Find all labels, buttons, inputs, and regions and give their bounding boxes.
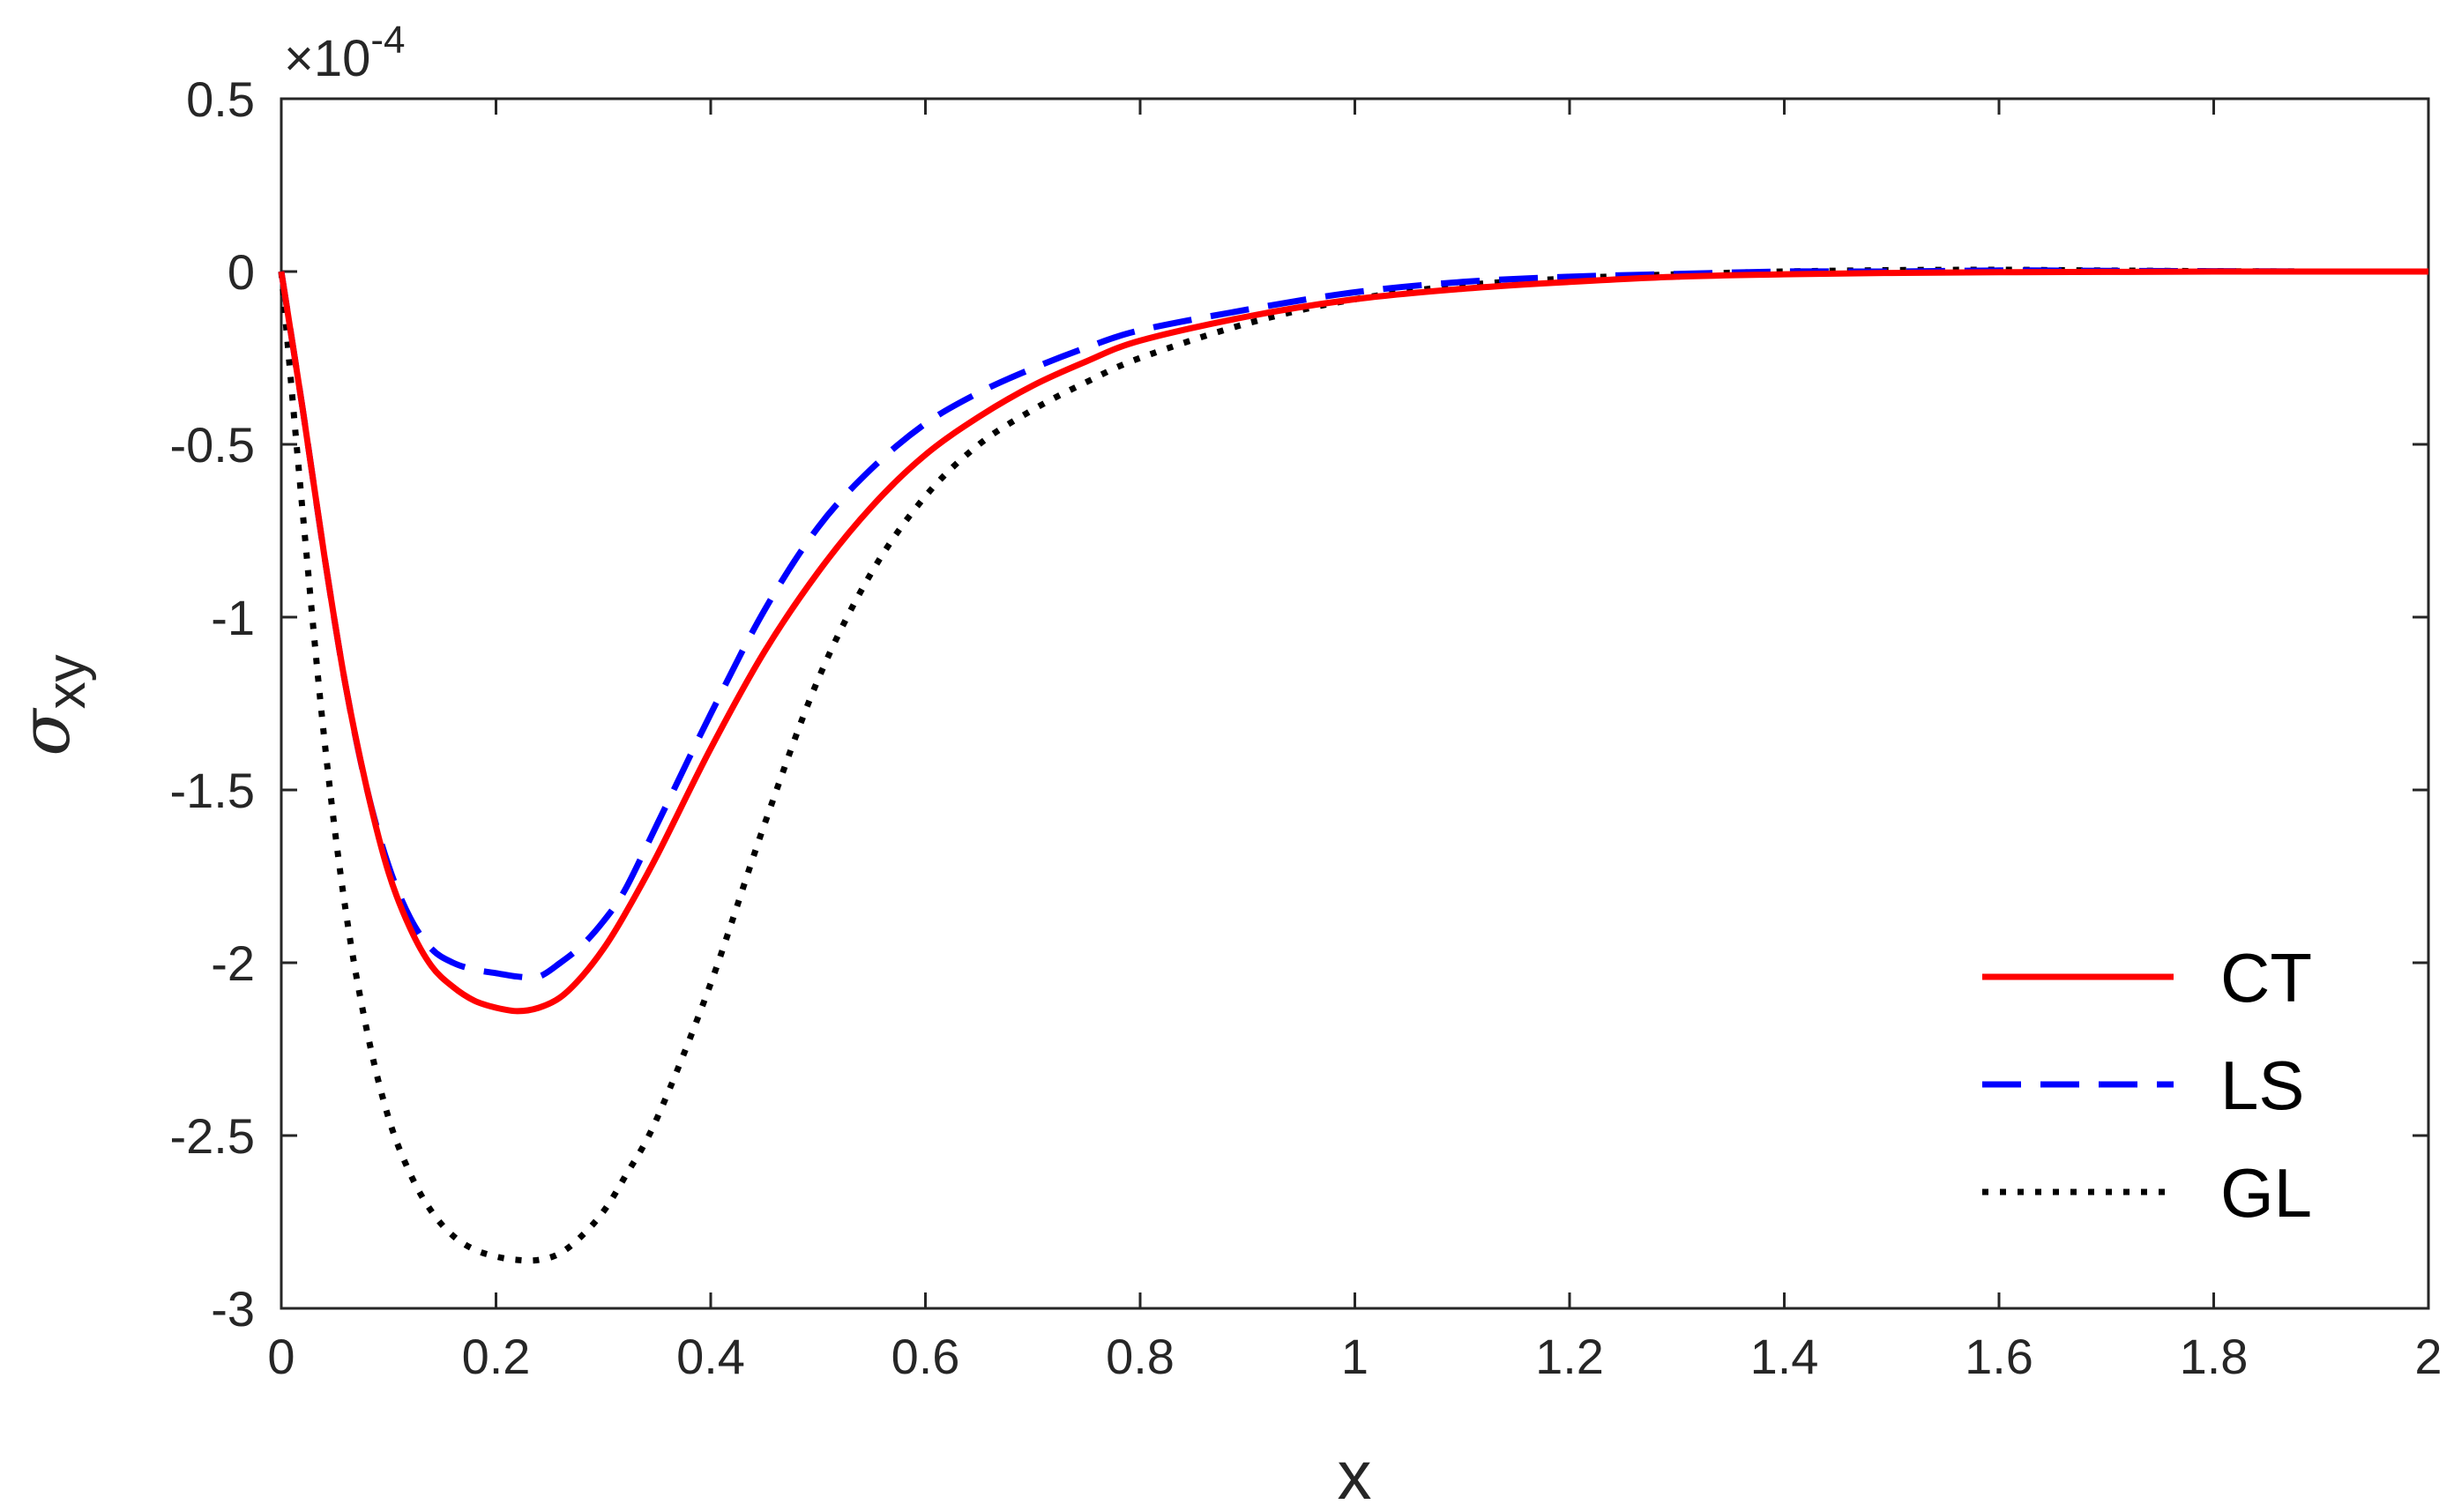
x-tick-label: 1.4 [1750, 1329, 1819, 1384]
y-tick-label: -1 [211, 590, 255, 645]
x-axis-label: x [1338, 1436, 1372, 1512]
x-tick-label: 1 [1341, 1329, 1369, 1384]
x-tick-label: 0.8 [1106, 1329, 1175, 1384]
svg-text:σxy: σxy [6, 654, 97, 756]
series-line-ct [278, 268, 2428, 1015]
y-tick-label: -0.5 [170, 417, 256, 473]
y-exponent-label: ×10-4 [284, 19, 406, 87]
x-tick-group: 0 0.2 0.4 0.6 0.8 1 1.2 1.4 1.6 1.8 2 [267, 99, 2443, 1384]
y-tick-label: -2.5 [170, 1108, 256, 1164]
y-tick-label: 0.5 [186, 71, 255, 127]
legend-label-gl: GL [2220, 1154, 2312, 1232]
legend-label-ct: CT [2220, 939, 2312, 1017]
x-tick-label: 1.8 [2180, 1329, 2249, 1384]
y-axis-label-sub: xy [36, 654, 97, 709]
y-axis-label: σxy [6, 654, 97, 756]
y-exponent-power: -4 [370, 19, 405, 62]
series-layer [278, 266, 2429, 1264]
x-tick-label: 0 [267, 1329, 295, 1384]
y-axis-label-main: σ [6, 708, 86, 756]
y-tick-label: -2 [211, 935, 255, 991]
y-tick-group: 0.5 0 -0.5 -1 -1.5 -2 -2.5 -3 [170, 71, 2428, 1337]
x-tick-label: 1.2 [1535, 1329, 1604, 1384]
y-tick-label: 0 [227, 244, 255, 300]
x-tick-label: 2 [2414, 1329, 2442, 1384]
y-tick-label: -1.5 [170, 763, 256, 818]
x-tick-label: 0.2 [462, 1329, 531, 1384]
x-tick-label: 0.4 [676, 1329, 745, 1384]
plot-area [280, 97, 2430, 1310]
x-tick-label: 1.6 [1965, 1329, 2033, 1384]
series-line-ls [278, 267, 2429, 981]
legend: CT LS GL [1982, 939, 2312, 1232]
y-tick-label: -3 [211, 1281, 255, 1337]
y-exponent-times: ×10 [284, 30, 370, 87]
legend-label-ls: LS [2220, 1046, 2304, 1124]
x-tick-label: 0.6 [891, 1329, 960, 1384]
